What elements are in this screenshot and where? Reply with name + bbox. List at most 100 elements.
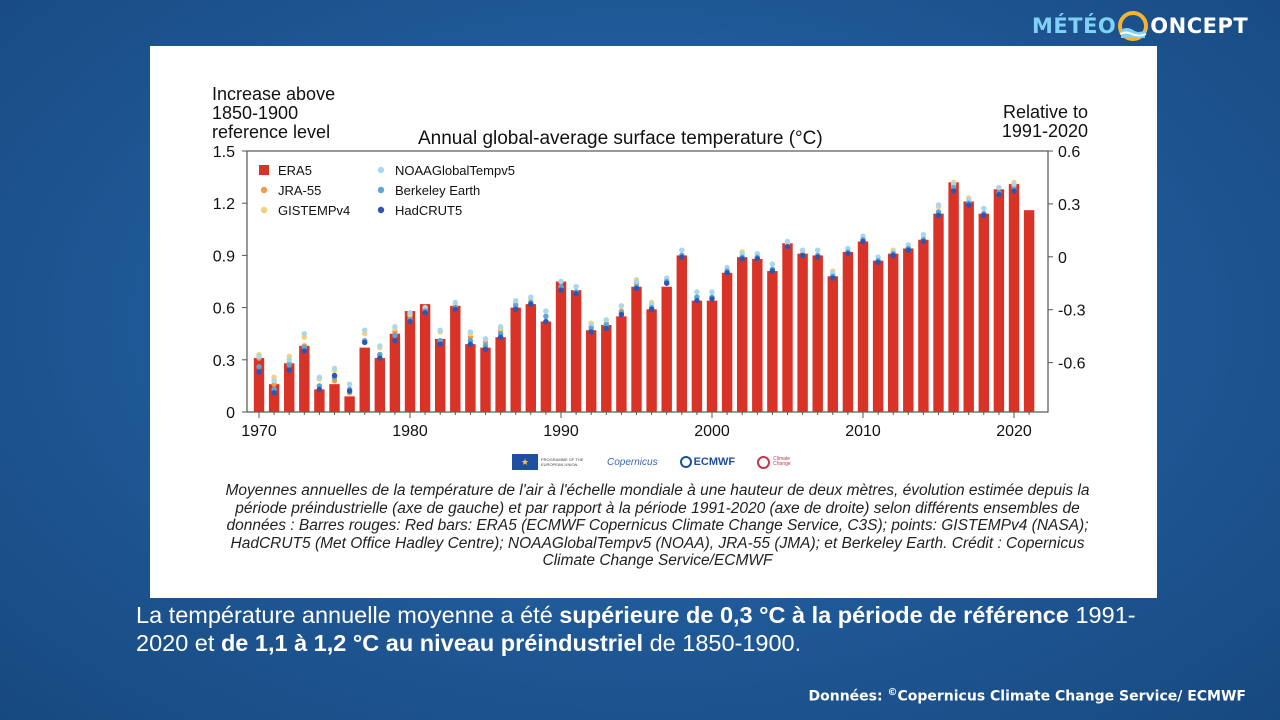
right-tick-label: -0.6 [1058, 356, 1086, 373]
hadcrut5-point [286, 367, 292, 373]
era5-bar [827, 276, 838, 412]
noaaglobaltempv5-point [482, 336, 489, 342]
left-axis-label-line2: 1850-1900 [212, 103, 298, 123]
era5-bar [555, 281, 567, 412]
hadcrut5-point [815, 254, 821, 260]
copyright-icon: © [887, 687, 898, 698]
era5-bar [374, 358, 385, 412]
noaaglobaltempv5-point [392, 324, 398, 330]
hadcrut5-point [392, 337, 398, 344]
berkeley-earth-point [543, 313, 549, 319]
hadcrut5-point [422, 310, 428, 316]
hadcrut5-point [377, 355, 383, 361]
hadcrut5-point [618, 311, 625, 318]
hadcrut5-point [301, 348, 307, 354]
era5-bar [978, 213, 989, 412]
hadcrut5-point [467, 341, 474, 347]
era5-bar [1023, 210, 1035, 412]
era5-bar [450, 305, 461, 412]
summary-text: La température annuelle moyenne a été su… [136, 601, 1176, 657]
era5-bar [601, 325, 612, 412]
hadcrut5-point [845, 250, 851, 257]
hadcrut5-point [875, 259, 881, 266]
noaaglobaltempv5-point [709, 289, 715, 295]
legend-hadcrut5-swatch [377, 206, 385, 214]
summary-bold-1: supérieure de 0,3 °C à la période de réf… [559, 602, 1069, 628]
hadcrut5-point [754, 256, 760, 262]
era5-bar [359, 347, 370, 412]
right-axis-label-line1: Relative to [1003, 102, 1088, 122]
x-tick-label: 1970 [241, 423, 277, 440]
hadcrut5-point [346, 388, 353, 394]
right-tick-label: 0.6 [1058, 144, 1080, 161]
legend-berkeley-earth-swatch [377, 186, 385, 194]
noaaglobaltempv5-point [558, 278, 564, 285]
right-tick-label: -0.3 [1058, 303, 1086, 320]
copernicus-logo: Copernicus [607, 456, 658, 468]
hadcrut5-point [543, 318, 549, 325]
legend-jra-55-swatch [260, 186, 268, 194]
hadcrut5-point [981, 212, 987, 219]
noaaglobaltempv5-point [573, 284, 579, 290]
hadcrut5-point [603, 325, 609, 332]
noaaglobaltempv5-point [362, 327, 368, 333]
right-axis-label-line2: 1991-2020 [1002, 121, 1088, 141]
left-tick-label: 0.9 [213, 248, 235, 265]
era5-bar [752, 258, 763, 412]
hadcrut5-point [950, 188, 957, 194]
era5-bar [842, 251, 854, 412]
hadcrut5-point [799, 252, 806, 259]
left-axis-label-line3: reference level [212, 122, 330, 142]
temperature-chart: Increase above 1850-1900 reference level… [212, 84, 1088, 440]
noaaglobaltempv5-point [256, 353, 262, 360]
hadcrut5-point [437, 341, 443, 347]
summary-part-1: La température annuelle moyenne a été [136, 602, 560, 628]
era5-bar [616, 316, 627, 412]
noaaglobaltempv5-point [543, 308, 549, 314]
hadcrut5-point [709, 296, 715, 302]
left-tick-label: 0.6 [213, 301, 235, 318]
noaaglobaltempv5-point [769, 261, 776, 267]
era5-bar [767, 271, 778, 412]
berkeley-earth-point [286, 362, 292, 368]
hadcrut5-point [996, 191, 1002, 198]
hadcrut5-point [407, 318, 413, 325]
noaaglobaltempv5-point [497, 324, 504, 330]
era5-bar [933, 213, 944, 412]
noaaglobaltempv5-point [784, 238, 791, 245]
noaaglobaltempv5-point [301, 331, 307, 337]
noaaglobaltempv5-point [679, 247, 685, 253]
left-tick-label: 1.2 [213, 196, 235, 213]
era5-bar [661, 286, 672, 412]
hadcrut5-point [256, 369, 262, 375]
noaaglobaltempv5-point [452, 299, 458, 306]
left-tick-label: 1.5 [213, 144, 235, 161]
legend-gistempv4-label: GISTEMPv4 [278, 203, 350, 218]
legend-era5-swatch [259, 165, 269, 175]
right-tick-label: 0.3 [1058, 197, 1080, 214]
credit-prefix: Données: [808, 688, 888, 705]
chart-title: Annual global-average surface temperatur… [418, 128, 823, 149]
era5-bar [540, 321, 552, 412]
hadcrut5-point [588, 329, 594, 335]
eu-logo-text: PROGRAMME OF THE EUROPEAN UNION [541, 457, 584, 467]
hadcrut5-point [513, 306, 519, 313]
era5-bar [797, 253, 808, 412]
era5-bar [510, 307, 521, 412]
era5-bar [948, 182, 959, 412]
hadcrut5-point [694, 297, 700, 304]
era5-bar [857, 241, 869, 412]
hadcrut5-point [482, 346, 489, 353]
era5-bar [435, 338, 446, 412]
noaaglobaltempv5-point [407, 310, 413, 316]
noaaglobaltempv5-point [528, 294, 534, 300]
hadcrut5-point [784, 244, 791, 250]
c3s-logo: Climate Change [757, 455, 799, 469]
era5-bar [812, 255, 823, 412]
era5-bar [872, 260, 884, 412]
noaaglobaltempv5-point [331, 365, 338, 372]
left-tick-label: 0 [226, 405, 235, 422]
hadcrut5-point [573, 290, 579, 297]
era5-bar [888, 253, 899, 412]
era5-bar [706, 300, 718, 412]
